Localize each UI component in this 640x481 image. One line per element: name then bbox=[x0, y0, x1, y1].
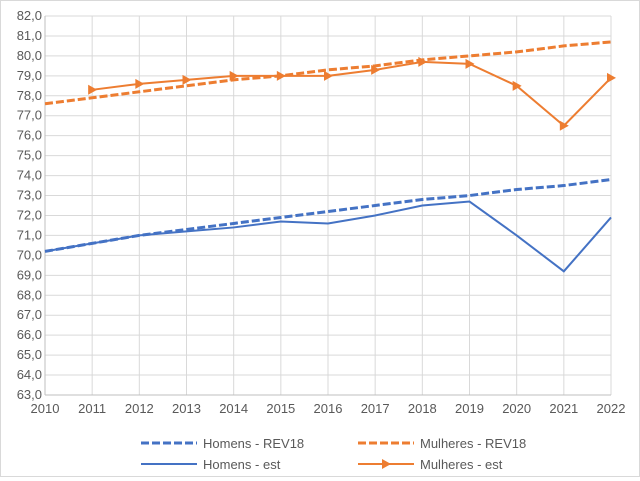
y-tick-label: 74,0 bbox=[17, 168, 42, 183]
x-tick-label: 2011 bbox=[78, 401, 106, 416]
x-tick-label: 2018 bbox=[408, 401, 437, 416]
y-tick-label: 63,0 bbox=[17, 387, 42, 402]
legend-label: Mulheres - REV18 bbox=[420, 436, 526, 451]
y-tick-label: 70,0 bbox=[17, 247, 42, 262]
x-tick-label: 2019 bbox=[455, 401, 484, 416]
x-tick-label: 2012 bbox=[125, 401, 154, 416]
y-tick-label: 66,0 bbox=[17, 327, 42, 342]
y-tick-label: 77,0 bbox=[17, 108, 42, 123]
legend-label: Mulheres - est bbox=[420, 457, 503, 472]
x-tick-label: 2022 bbox=[597, 401, 626, 416]
x-tick-label: 2020 bbox=[502, 401, 531, 416]
y-tick-label: 64,0 bbox=[17, 367, 42, 382]
x-tick-label: 2013 bbox=[172, 401, 201, 416]
x-tick-label: 2015 bbox=[266, 401, 295, 416]
y-tick-label: 80,0 bbox=[17, 48, 42, 63]
x-tick-label: 2014 bbox=[219, 401, 248, 416]
y-tick-label: 82,0 bbox=[17, 8, 42, 23]
y-tick-label: 65,0 bbox=[17, 347, 42, 362]
y-tick-label: 67,0 bbox=[17, 307, 42, 322]
x-tick-label: 2010 bbox=[31, 401, 60, 416]
y-tick-label: 71,0 bbox=[17, 227, 42, 242]
legend-marker-icon bbox=[382, 459, 391, 469]
x-tick-label: 2021 bbox=[549, 401, 578, 416]
y-tick-label: 78,0 bbox=[17, 88, 42, 103]
x-tick-label: 2017 bbox=[361, 401, 390, 416]
y-tick-label: 73,0 bbox=[17, 188, 42, 203]
y-tick-label: 72,0 bbox=[17, 207, 42, 222]
y-tick-label: 79,0 bbox=[17, 68, 42, 83]
y-tick-label: 69,0 bbox=[17, 267, 42, 282]
y-tick-label: 68,0 bbox=[17, 287, 42, 302]
y-tick-label: 81,0 bbox=[17, 28, 42, 43]
y-tick-label: 75,0 bbox=[17, 148, 42, 163]
legend-label: Homens - REV18 bbox=[203, 436, 304, 451]
legend-label: Homens - est bbox=[203, 457, 281, 472]
y-tick-label: 76,0 bbox=[17, 128, 42, 143]
x-tick-label: 2016 bbox=[314, 401, 343, 416]
